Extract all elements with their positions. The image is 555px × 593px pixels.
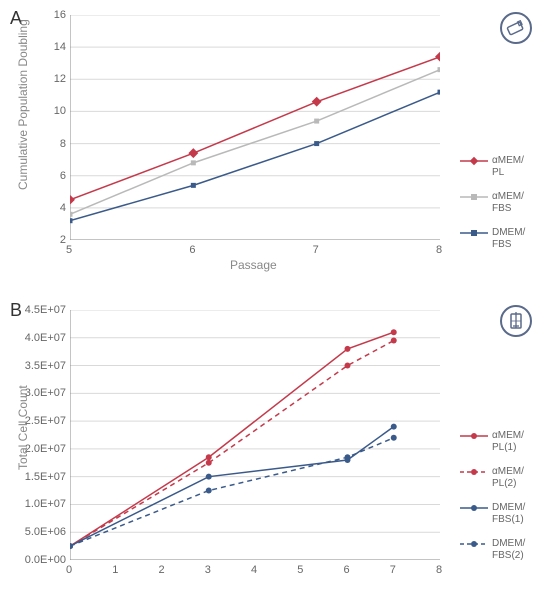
legend-item: αMEM/ PL(2) — [460, 466, 525, 492]
ytick-label: 14 — [54, 41, 66, 53]
ytick-label: 10 — [54, 105, 66, 117]
legend-item: DMEM/ FBS(1) — [460, 502, 525, 528]
ytick-label: 1.0E+07 — [25, 498, 66, 510]
legend-label: DMEM/ FBS(2) — [492, 538, 525, 562]
ytick-label: 6 — [60, 170, 66, 182]
ytick-label: 3.5E+07 — [25, 360, 66, 372]
chart-b-legend: αMEM/ PL(1) αMEM/ PL(2) DMEM/ FBS(1) DMEM/ … — [460, 430, 525, 574]
ytick-label: 0.0E+00 — [25, 554, 66, 566]
legend-label: DMEM/ FBS(1) — [492, 502, 525, 526]
xtick-label: 5 — [66, 244, 72, 256]
xtick-label: 0 — [66, 564, 72, 576]
chart-a-ylabel: Cumulative Population Doubling — [16, 19, 30, 190]
chart-b-ylabel: Total Cell Count — [16, 385, 30, 470]
xtick-label: 3 — [205, 564, 211, 576]
xtick-label: 2 — [159, 564, 165, 576]
xtick-label: 8 — [436, 244, 442, 256]
ytick-label: 16 — [54, 9, 66, 21]
ytick-label: 1.5E+07 — [25, 471, 66, 483]
legend-item: αMEM/ FBS — [460, 191, 525, 217]
xtick-label: 5 — [297, 564, 303, 576]
legend-label: DMEM/ FBS — [492, 227, 525, 251]
chart-a-xlabel: Passage — [230, 258, 277, 272]
ytick-label: 3.0E+07 — [25, 387, 66, 399]
ytick-label: 4.5E+07 — [25, 304, 66, 316]
legend-label: αMEM/ PL(1) — [492, 430, 524, 454]
chart-b — [70, 310, 440, 560]
ytick-label: 5.0E+06 — [25, 526, 66, 538]
chart-a — [70, 15, 440, 240]
bioreactor-icon — [500, 305, 532, 337]
ytick-label: 4 — [60, 202, 66, 214]
legend-label: αMEM/ PL — [492, 155, 524, 179]
legend-item: DMEM/ FBS — [460, 227, 525, 253]
ytick-label: 2 — [60, 234, 66, 246]
legend-item: αMEM/ PL — [460, 155, 525, 181]
xtick-label: 8 — [436, 564, 442, 576]
legend-label: αMEM/ FBS — [492, 191, 524, 215]
xtick-label: 7 — [390, 564, 396, 576]
ytick-label: 2.0E+07 — [25, 443, 66, 455]
ytick-label: 12 — [54, 73, 66, 85]
xtick-label: 6 — [189, 244, 195, 256]
ytick-label: 2.5E+07 — [25, 415, 66, 427]
xtick-label: 7 — [313, 244, 319, 256]
legend-label: αMEM/ PL(2) — [492, 466, 524, 490]
xtick-label: 1 — [112, 564, 118, 576]
xtick-label: 6 — [344, 564, 350, 576]
panel-b-label: B — [10, 300, 22, 321]
legend-item: DMEM/ FBS(2) — [460, 538, 525, 564]
xtick-label: 4 — [251, 564, 257, 576]
flask-icon — [500, 12, 532, 44]
legend-item: αMEM/ PL(1) — [460, 430, 525, 456]
ytick-label: 4.0E+07 — [25, 332, 66, 344]
chart-a-legend: αMEM/ PL αMEM/ FBS DMEM/ FBS — [460, 155, 525, 263]
ytick-label: 8 — [60, 138, 66, 150]
